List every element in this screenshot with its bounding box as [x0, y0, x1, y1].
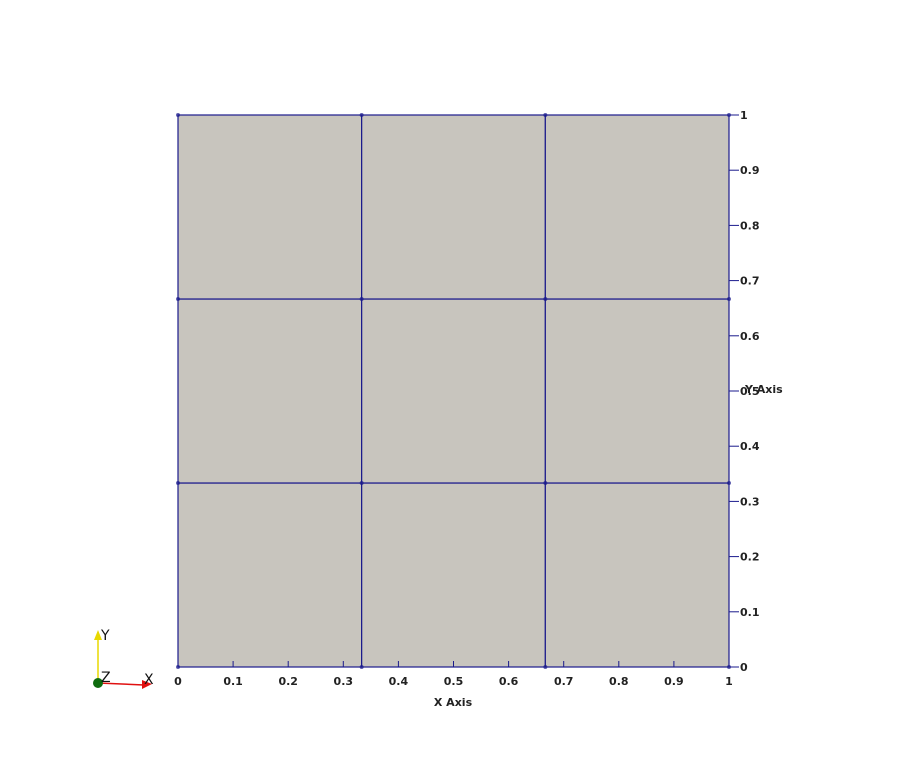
z-axis-widget-label: Z — [101, 670, 111, 686]
x-tick-label: 0.7 — [554, 675, 574, 688]
orientation-axes-widget: Y X Z — [93, 628, 154, 689]
x-axis-title: X Axis — [434, 696, 473, 709]
y-arrow-head-icon — [94, 630, 102, 640]
mesh-node — [543, 481, 548, 485]
y-axis-title: Y Axis — [744, 383, 783, 396]
mesh-cell[interactable] — [177, 114, 363, 300]
x-axis-widget-label: X — [144, 672, 154, 688]
x-tick-label: 0.9 — [664, 675, 684, 688]
mesh-node — [359, 481, 364, 485]
mesh-cell[interactable] — [177, 298, 363, 484]
mesh-node — [176, 297, 180, 301]
mesh-node — [543, 113, 548, 117]
mesh-cell[interactable] — [361, 482, 546, 668]
mesh-cell[interactable] — [544, 114, 730, 300]
y-tick-label: 0.4 — [740, 440, 760, 453]
y-tick-label: 0 — [740, 661, 748, 674]
y-tick-label: 1 — [740, 109, 748, 122]
mesh-plot[interactable] — [176, 113, 731, 669]
mesh-node — [359, 113, 364, 117]
y-tick-label: 0.3 — [740, 495, 760, 508]
mesh-node — [359, 297, 364, 301]
y-axis-widget-label: Y — [100, 628, 110, 644]
x-tick-label: 0.8 — [609, 675, 629, 688]
mesh-node — [176, 113, 180, 117]
y-tick-label: 0.8 — [740, 219, 760, 232]
mesh-cell[interactable] — [544, 298, 730, 484]
mesh-node — [176, 481, 180, 485]
x-tick-label: 1 — [725, 675, 733, 688]
x-tick-label: 0.1 — [223, 675, 243, 688]
y-tick-label: 0.6 — [740, 330, 760, 343]
x-tick-label: 0 — [174, 675, 182, 688]
mesh-cell[interactable] — [361, 114, 546, 300]
y-tick-label: 0.9 — [740, 164, 760, 177]
x-tick-label: 0.4 — [389, 675, 409, 688]
x-tick-label: 0.5 — [444, 675, 464, 688]
x-tick-label: 0.3 — [334, 675, 354, 688]
x-arrow-head-icon — [142, 680, 152, 689]
x-tick-label: 0.6 — [499, 675, 519, 688]
mesh-node — [543, 297, 548, 301]
mesh-cell[interactable] — [544, 482, 730, 668]
mesh-cell[interactable] — [361, 298, 546, 484]
y-tick-label: 0.7 — [740, 275, 760, 288]
y-tick-label: 0.5 — [740, 385, 760, 398]
z-axis-dot-icon — [93, 678, 103, 688]
axes-grid: 0 0.1 0.2 0.3 0.4 0.5 0.6 0.7 0.8 0.9 100.10.20.30… — [174, 109, 760, 688]
y-tick-label: 0.2 — [740, 551, 760, 564]
y-tick-label: 0.1 — [740, 606, 760, 619]
x-tick-label: 0.2 — [278, 675, 298, 688]
mesh-cell[interactable] — [177, 482, 363, 668]
x-axis-arrow — [97, 682, 145, 686]
